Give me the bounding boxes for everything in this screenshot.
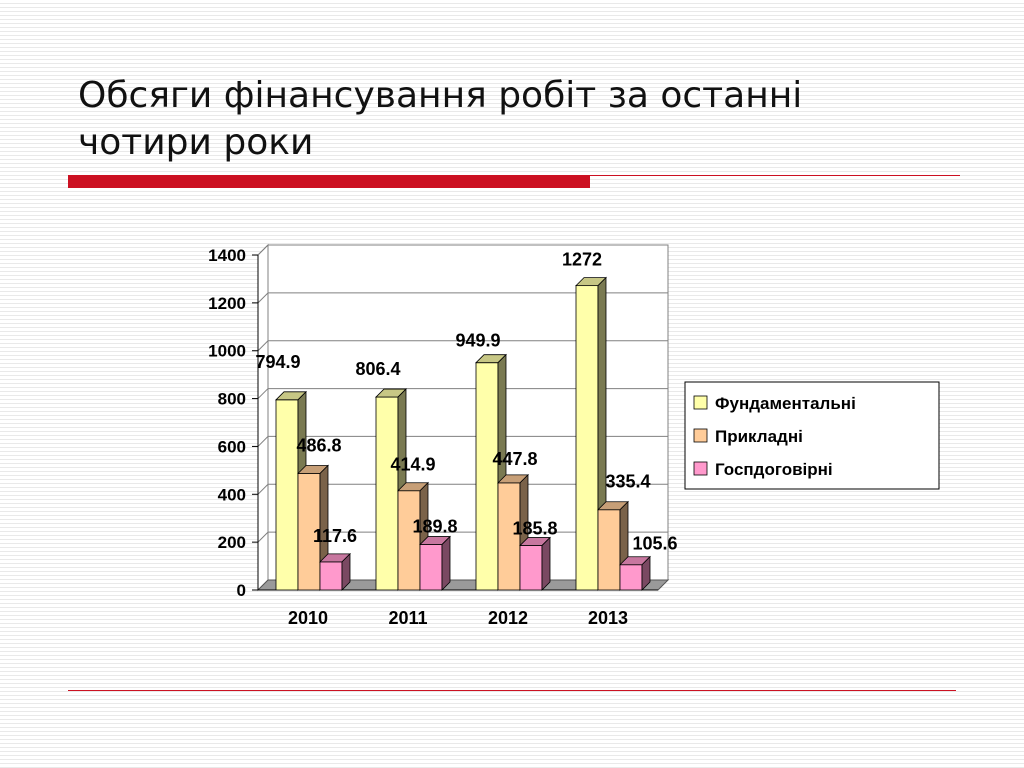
y-tick-label: 400 xyxy=(218,485,246,504)
data-label: 1272 xyxy=(562,250,602,270)
chart-legend: Фундаментальні Прикладні Госпдоговірні xyxy=(684,381,940,490)
data-label: 447.8 xyxy=(492,449,537,469)
data-label: 486.8 xyxy=(296,436,341,456)
bar-side xyxy=(341,552,351,591)
legend-label: Прикладні xyxy=(715,427,803,446)
y-tick-label: 0 xyxy=(237,581,246,600)
bar-side xyxy=(441,535,451,591)
data-label: 949.9 xyxy=(455,331,500,351)
legend-swatch xyxy=(693,428,708,443)
gridline xyxy=(257,388,668,399)
data-label: 105.6 xyxy=(632,534,677,554)
footer-rule xyxy=(68,690,956,691)
legend-box xyxy=(684,381,940,490)
chart-bars xyxy=(275,276,651,591)
data-label: 185.8 xyxy=(512,519,557,539)
gridline xyxy=(257,483,668,495)
x-tick-label: 2013 xyxy=(588,608,628,628)
legend-label: Фундаментальні xyxy=(715,394,856,413)
y-tick-label: 1400 xyxy=(208,246,246,265)
data-label: 189.8 xyxy=(412,517,457,537)
bar-front xyxy=(419,544,443,591)
gridline xyxy=(257,340,668,352)
data-label: 117.6 xyxy=(313,526,357,546)
data-label: 794.9 xyxy=(255,352,300,372)
y-tick-label: 1200 xyxy=(208,294,246,313)
bar-front xyxy=(375,396,399,591)
chart-side-wall xyxy=(257,243,269,592)
y-tick-label: 800 xyxy=(218,390,246,409)
bar-side xyxy=(541,536,551,591)
y-tick-label: 1000 xyxy=(208,342,246,361)
bar-front xyxy=(597,509,621,591)
legend-swatch xyxy=(693,395,708,410)
bar-front xyxy=(397,490,421,591)
y-tick-label: 600 xyxy=(218,437,246,456)
data-label: 414.9 xyxy=(390,455,435,475)
gridline xyxy=(257,435,668,447)
x-tick-label: 2011 xyxy=(388,608,427,628)
slide-title: Обсяги фінансування робіт за останні чот… xyxy=(78,75,803,163)
title-rule xyxy=(590,175,960,176)
data-label: 335.4 xyxy=(605,472,650,492)
bar-front xyxy=(575,285,599,591)
bar-side xyxy=(641,555,651,591)
chart-data-labels: 794.9 486.8 117.6 806.4 414.9 189.8 949.9 447.8… xyxy=(255,250,677,554)
bar-front xyxy=(319,561,343,591)
legend-label: Госпдоговірні xyxy=(715,460,833,479)
bar-front xyxy=(519,545,543,591)
gridline xyxy=(257,531,668,543)
bar-front xyxy=(619,564,643,591)
title-accent-bar xyxy=(68,175,590,188)
gridline xyxy=(257,244,668,256)
x-tick-label: 2010 xyxy=(288,608,328,628)
y-tick-label: 200 xyxy=(218,533,246,552)
x-tick-label: 2012 xyxy=(488,608,528,628)
bar-front xyxy=(475,362,499,591)
bar-front xyxy=(275,399,299,591)
data-label: 806.4 xyxy=(355,359,400,379)
legend-swatch xyxy=(693,461,708,476)
gridline xyxy=(257,292,668,304)
